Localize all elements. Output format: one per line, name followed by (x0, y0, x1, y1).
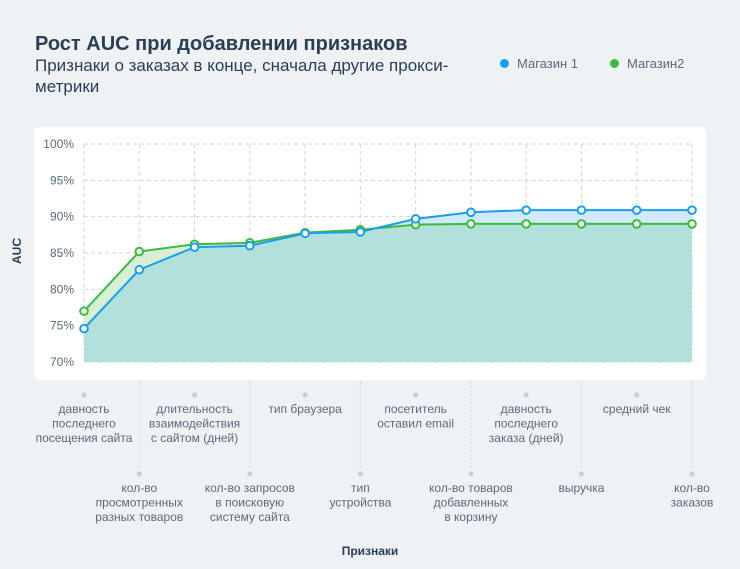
category-tick-dot (81, 392, 87, 398)
data-point (521, 219, 531, 229)
data-point (631, 205, 642, 215)
category-tick-dot (302, 392, 308, 398)
x-tick-label: в поисковую (215, 496, 284, 510)
x-tick-label: кол-во товаров (429, 481, 513, 495)
x-tick-label: посещения сайта (36, 431, 133, 445)
x-tick-label: заказов (671, 496, 714, 510)
x-tick-label: тип браузера (268, 402, 342, 416)
category-tick-dot (523, 392, 529, 398)
data-point (466, 219, 476, 229)
category-tick-dot (689, 471, 695, 477)
chart-title: Рост AUC при добавлении признаков (35, 33, 408, 55)
x-tick-label: давность (501, 402, 552, 416)
x-tick-label: оставил email (377, 417, 454, 431)
x-tick-label: последнего (494, 417, 558, 431)
x-tick-label: посетитель (384, 402, 447, 416)
category-tick-dot (468, 471, 474, 477)
x-tick-label: систему сайта (210, 510, 290, 524)
data-point (410, 214, 421, 224)
category-tick-dot (357, 471, 363, 477)
data-point (687, 205, 697, 215)
y-tick-label: 85% (50, 246, 74, 260)
category-tick-dot (247, 471, 253, 477)
x-tick-label: просмотренных (96, 496, 183, 510)
data-point (521, 205, 531, 215)
y-tick-label: 75% (50, 319, 74, 333)
legend-label: Магазин2 (627, 56, 685, 71)
legend-dot-icon (500, 59, 509, 68)
x-tick-label: взаимодействия (149, 417, 240, 431)
category-tick-dot (136, 471, 142, 477)
x-tick-label: в корзину (444, 510, 497, 524)
x-tick-label: тип (351, 481, 370, 495)
y-tick-label: 80% (50, 282, 74, 296)
x-tick-label: заказа (дней) (489, 431, 564, 445)
data-point (134, 246, 145, 257)
category-tick-dot (578, 471, 584, 477)
data-point (300, 228, 310, 239)
x-tick-label: длительность (156, 402, 233, 416)
x-tick-label: последнего (52, 417, 116, 431)
data-point (687, 219, 697, 229)
y-axis-title: AUC (10, 238, 24, 264)
data-point (355, 227, 366, 237)
data-point (134, 264, 145, 275)
category-tick-dot (192, 392, 198, 398)
category-tick-dot (634, 392, 640, 398)
x-tick-label: кол-во запросов (205, 481, 295, 495)
data-point (189, 242, 200, 252)
legend-item-shop1[interactable]: Магазин 1 (500, 56, 578, 71)
x-tick-label: средний чек (603, 402, 671, 416)
x-tick-label: выручка (558, 481, 604, 495)
category-tick-dot (413, 392, 419, 398)
data-point (79, 323, 89, 334)
series-line-2 (83, 222, 692, 312)
x-tick-label: устройства (329, 496, 391, 510)
data-point (466, 207, 476, 218)
x-axis-title: Признаки (341, 544, 399, 558)
y-tick-label: 90% (50, 210, 74, 224)
data-point (631, 219, 642, 229)
legend-dot-icon (610, 59, 619, 68)
chart-subtitle: Признаки о заказах в конце, сначала друг… (35, 56, 449, 96)
x-tick-label: добавленных (434, 496, 509, 510)
legend-item-shop2[interactable]: Магазин2 (610, 56, 684, 71)
data-point (79, 306, 89, 316)
x-tick-label: давность (58, 402, 109, 416)
data-point (576, 219, 587, 229)
y-tick-label: 95% (50, 173, 74, 187)
area-overlap (84, 223, 692, 362)
data-point (576, 205, 587, 215)
y-tick-label: 100% (43, 137, 74, 151)
x-tick-label: с сайтом (дней) (151, 431, 238, 445)
x-tick-label: разных товаров (95, 510, 183, 524)
y-tick-label: 70% (50, 355, 74, 369)
series-line-1 (83, 209, 692, 330)
x-tick-label: кол-во (121, 481, 157, 495)
data-point (245, 240, 255, 251)
legend: Магазин 1 Магазин2 (500, 56, 684, 71)
x-tick-label: кол-во (674, 481, 710, 495)
legend-label: Магазин 1 (517, 56, 578, 71)
